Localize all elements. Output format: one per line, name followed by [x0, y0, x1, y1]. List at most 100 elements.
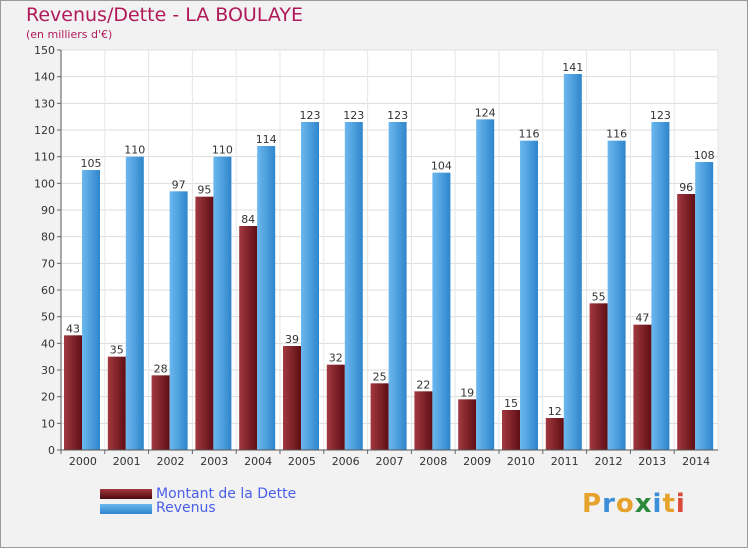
y-tick-label-20: 20: [41, 391, 55, 404]
bar-revenus-2003: [213, 156, 232, 450]
bar-dette-2003: [195, 196, 214, 450]
x-tick-label-2004: 2004: [244, 455, 272, 468]
bar-dette-2010: [502, 410, 520, 450]
bar-revenus-2012: [607, 140, 626, 450]
bar-dette-2007: [370, 383, 389, 450]
data-label-revenus-2006: 123: [343, 109, 364, 122]
data-label-revenus-2000: 105: [81, 157, 102, 170]
data-label-dette-2004: 84: [241, 213, 255, 226]
bar-revenus-2013: [651, 122, 670, 450]
bar-revenus-2008: [432, 172, 451, 450]
data-label-revenus-2009: 124: [475, 106, 496, 119]
bar-dette-2012: [589, 303, 608, 450]
y-tick-label-100: 100: [34, 177, 55, 190]
data-label-revenus-2011: 141: [562, 61, 583, 74]
bar-revenus-2010: [520, 140, 538, 450]
data-label-dette-2005: 39: [285, 333, 299, 346]
y-tick-label-90: 90: [41, 204, 55, 217]
x-tick-label-2013: 2013: [638, 455, 666, 468]
y-tick-label-120: 120: [34, 124, 55, 137]
x-tick-label-2002: 2002: [157, 455, 185, 468]
legend-swatch-revenus: [100, 504, 152, 514]
bar-revenus-2001: [125, 156, 144, 450]
bar-dette-2005: [283, 346, 301, 450]
data-label-dette-2008: 22: [416, 378, 430, 391]
data-label-revenus-2013: 123: [650, 109, 671, 122]
x-tick-label-2010: 2010: [507, 455, 535, 468]
bar-dette-2002: [151, 375, 170, 450]
y-tick-label-0: 0: [48, 444, 55, 457]
data-label-dette-2010: 15: [504, 397, 518, 410]
data-label-revenus-2005: 123: [300, 109, 321, 122]
bar-dette-2006: [326, 364, 345, 450]
y-tick-label-10: 10: [41, 417, 55, 430]
x-tick-label-2006: 2006: [332, 455, 360, 468]
x-tick-label-2001: 2001: [113, 455, 141, 468]
y-tick-label-60: 60: [41, 284, 55, 297]
data-label-revenus-2010: 116: [519, 128, 540, 141]
bar-dette-2009: [458, 399, 477, 450]
data-label-dette-2012: 55: [592, 290, 606, 303]
data-label-revenus-2012: 116: [606, 128, 627, 141]
bar-revenus-2004: [257, 146, 276, 450]
y-tick-label-130: 130: [34, 97, 55, 110]
bar-revenus-2005: [301, 122, 319, 450]
bar-dette-2001: [107, 356, 126, 450]
bar-dette-2011: [545, 418, 564, 450]
bar-dette-2014: [677, 194, 696, 450]
bar-dette-2004: [239, 226, 258, 450]
data-label-revenus-2002: 97: [172, 178, 186, 191]
y-tick-label-70: 70: [41, 257, 55, 270]
data-label-dette-2002: 28: [154, 362, 168, 375]
data-label-dette-2001: 35: [110, 344, 124, 357]
chart-title: Revenus/Dette - LA BOULAYE: [26, 4, 303, 26]
x-tick-label-2007: 2007: [376, 455, 404, 468]
x-tick-label-2012: 2012: [595, 455, 623, 468]
bar-revenus-2014: [695, 162, 714, 450]
x-tick-label-2003: 2003: [200, 455, 228, 468]
data-labels: 43 105 35 110 28 97 95 110 84 114 39 123 32 123 25 123 2…: [66, 61, 715, 418]
y-tick-label-50: 50: [41, 311, 55, 324]
data-label-dette-2013: 47: [635, 312, 649, 325]
x-tick-label-2008: 2008: [419, 455, 447, 468]
bar-dette-2013: [633, 324, 652, 450]
data-label-revenus-2001: 110: [124, 144, 145, 157]
data-label-dette-2014: 96: [679, 181, 693, 194]
data-label-revenus-2007: 123: [387, 109, 408, 122]
data-label-revenus-2003: 110: [212, 144, 233, 157]
data-label-dette-2009: 19: [460, 386, 474, 399]
y-tick-label-30: 30: [41, 364, 55, 377]
y-tick-label-140: 140: [34, 71, 55, 84]
legend-swatch-dette: [100, 489, 152, 499]
data-label-revenus-2008: 104: [431, 160, 452, 173]
data-label-dette-2006: 32: [329, 352, 343, 365]
y-tick-label-150: 150: [34, 44, 55, 57]
axes: 0 10 20 30 40 50 60 70 80 90 100 110 120 130 140 150 200…: [34, 44, 718, 468]
x-tick-label-2009: 2009: [463, 455, 491, 468]
data-label-revenus-2004: 114: [256, 133, 277, 146]
x-tick-label-2014: 2014: [682, 455, 710, 468]
legend-label-revenus: Revenus: [156, 500, 216, 516]
bar-revenus-2002: [169, 191, 188, 451]
y-tick-label-40: 40: [41, 337, 55, 350]
x-tick-label-2011: 2011: [551, 455, 579, 468]
bar-revenus-2009: [476, 119, 495, 450]
data-label-dette-2003: 95: [197, 184, 211, 197]
bar-dette-2000: [64, 335, 82, 450]
x-tick-label-2005: 2005: [288, 455, 316, 468]
bar-dette-2008: [414, 391, 433, 450]
y-tick-label-110: 110: [34, 151, 55, 164]
bar-revenus-2011: [563, 74, 582, 450]
bar-revenus-2006: [344, 122, 363, 450]
bar-revenus-2007: [388, 122, 407, 450]
data-label-dette-2000: 43: [66, 322, 80, 335]
data-label-dette-2011: 12: [548, 405, 562, 418]
bar-revenus-2000: [82, 170, 100, 450]
y-tick-label-80: 80: [41, 231, 55, 244]
x-tick-label-2000: 2000: [69, 455, 97, 468]
legend-label-dette: Montant de la Dette: [156, 486, 297, 502]
chart-subtitle: (en milliers d'€): [26, 28, 113, 41]
proxiti-logo: Proxiti: [582, 489, 686, 519]
data-label-revenus-2014: 108: [694, 149, 715, 162]
